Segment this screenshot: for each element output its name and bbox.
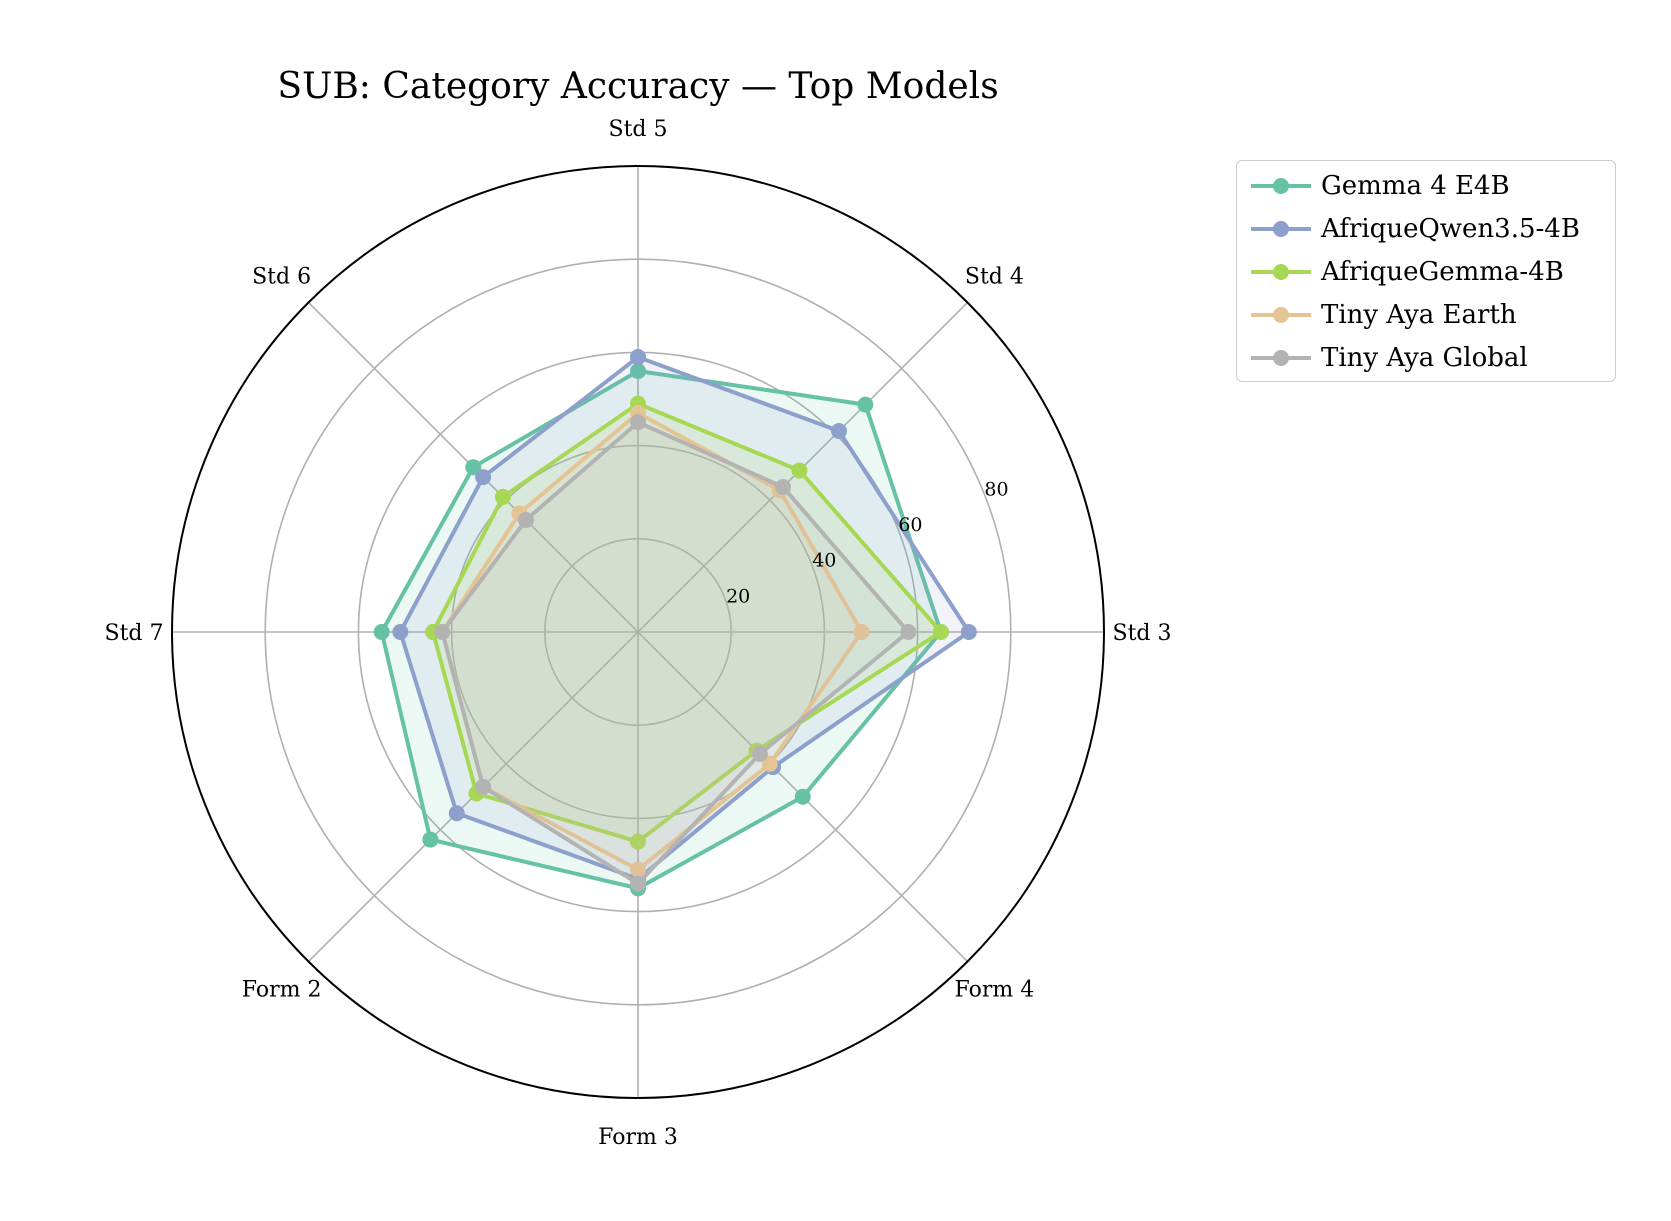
legend-item-tiny-aya-earth: Tiny Aya Earth (1237, 294, 1615, 336)
category-label-std-6: Std 6 (252, 265, 311, 290)
point-afriquegemma-4b-form-3 (630, 833, 646, 850)
r-tick-label-80: 80 (984, 478, 1008, 500)
legend-item-gemma-4-e4b: Gemma 4 E4B (1237, 165, 1615, 207)
point-tiny-aya-earth-form-3 (630, 861, 646, 878)
legend: Gemma 4 E4B AfriqueQwen3.5-4B AfriqueGemma… (1236, 160, 1616, 382)
point-gemma-4-e4b-std-4 (857, 396, 874, 413)
point-afriqueqwen3-5-4b-std-5 (630, 349, 646, 366)
grid-ring-80 (264, 258, 1012, 1006)
point-tiny-aya-global-std-7 (434, 624, 451, 640)
r-tick-label-40: 40 (812, 550, 836, 572)
legend-item-afriqueqwen3-5-4b: AfriqueQwen3.5-4B (1237, 208, 1615, 250)
point-tiny-aya-global-std-6 (517, 511, 534, 528)
legend-label: AfriqueGemma-4B (1321, 257, 1564, 287)
grid-ring-20 (543, 537, 732, 726)
grid-ring-40 (450, 444, 826, 820)
point-gemma-4-e4b-form-4 (794, 788, 811, 805)
point-tiny-aya-earth-std-3 (853, 624, 870, 640)
point-tiny-aya-earth-form-4 (761, 755, 778, 772)
legend-marker (1251, 178, 1311, 194)
axis-labels: 20 40 60 80 Std 3 Std 4 Std 5 Std 6 Std 7 Form 2 F… (105, 117, 1172, 1150)
point-afriqueqwen3-5-4b-std-3 (960, 624, 977, 640)
legend-label: Tiny Aya Earth (1321, 300, 1517, 330)
r-tick-label-20: 20 (726, 585, 750, 607)
legend-marker (1251, 264, 1311, 280)
point-tiny-aya-global-std-3 (900, 624, 917, 640)
category-label-form-3: Form 3 (598, 1125, 678, 1150)
category-label-form-2: Form 2 (242, 977, 322, 1002)
point-afriqueqwen3-5-4b-std-6 (475, 469, 492, 486)
category-label-std-7: Std 7 (105, 621, 164, 646)
legend-item-afriquegemma-4b: AfriqueGemma-4B (1237, 251, 1615, 293)
legend-marker (1251, 350, 1311, 366)
point-afriqueqwen3-5-4b-form-2 (448, 805, 465, 822)
series-tiny-aya-global (434, 414, 917, 892)
point-afriquegemma-4b-std-6 (494, 488, 511, 505)
polar-frame (171, 165, 1105, 1099)
legend-label: Gemma 4 E4B (1321, 171, 1510, 201)
point-afriqueqwen3-5-4b-std-7 (392, 624, 409, 640)
series-layer (373, 349, 977, 897)
point-tiny-aya-global-std-5 (630, 414, 646, 431)
point-gemma-4-e4b-form-2 (422, 831, 439, 848)
point-gemma-4-e4b-std-7 (373, 624, 390, 640)
point-gemma-4-e4b-std-5 (630, 363, 646, 380)
category-label-std-4: Std 4 (965, 265, 1024, 290)
legend-marker (1251, 221, 1311, 237)
point-afriqueqwen3-5-4b-std-4 (831, 422, 848, 439)
point-gemma-4-e4b-std-6 (465, 459, 482, 476)
legend-label: AfriqueQwen3.5-4B (1321, 214, 1580, 244)
category-label-form-4: Form 4 (955, 977, 1035, 1002)
radar-grid (171, 165, 1105, 1099)
legend-marker (1251, 307, 1311, 323)
category-label-std-5: Std 5 (609, 117, 668, 142)
point-tiny-aya-global-form-4 (751, 745, 768, 762)
legend-label: Tiny Aya Global (1321, 343, 1528, 373)
point-tiny-aya-global-form-2 (475, 778, 492, 795)
r-tick-label-60: 60 (898, 514, 922, 536)
category-label-std-3: Std 3 (1113, 621, 1172, 646)
series-gemma-4-e4b (373, 363, 949, 897)
point-afriquegemma-4b-std-3 (932, 624, 949, 640)
legend-item-tiny-aya-global: Tiny Aya Global (1237, 337, 1615, 379)
chart-title: SUB: Category Accuracy — Top Models (277, 66, 998, 107)
point-afriquegemma-4b-std-4 (791, 462, 808, 479)
point-tiny-aya-global-form-3 (630, 875, 646, 892)
point-tiny-aya-global-std-4 (774, 479, 791, 496)
